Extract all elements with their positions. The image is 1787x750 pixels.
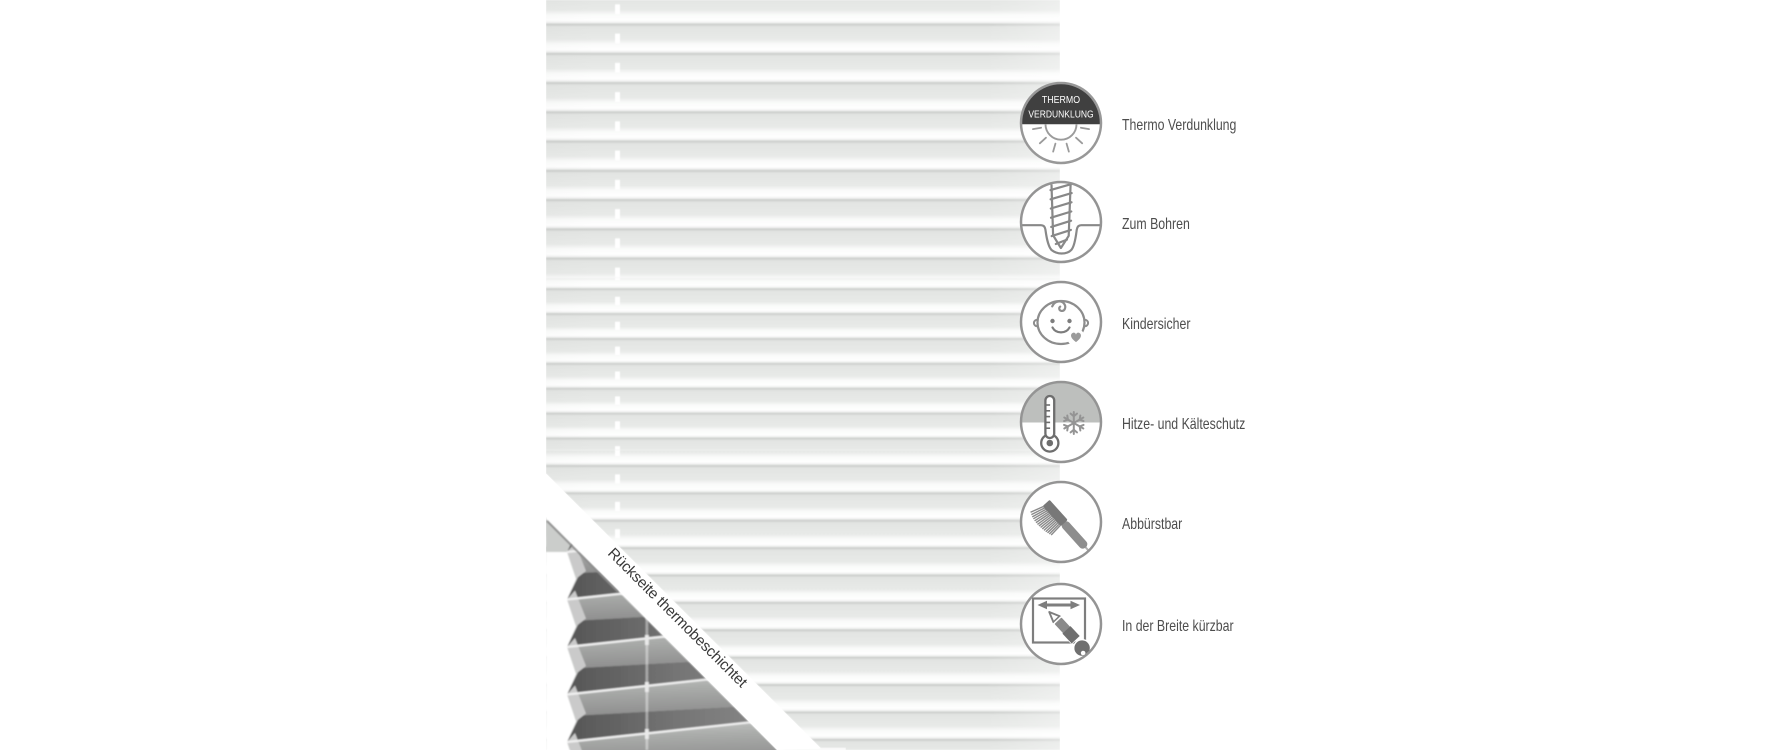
svg-text:THERMO: THERMO	[1042, 95, 1080, 106]
svg-text:VERDUNKLUNG: VERDUNKLUNG	[1028, 109, 1093, 120]
